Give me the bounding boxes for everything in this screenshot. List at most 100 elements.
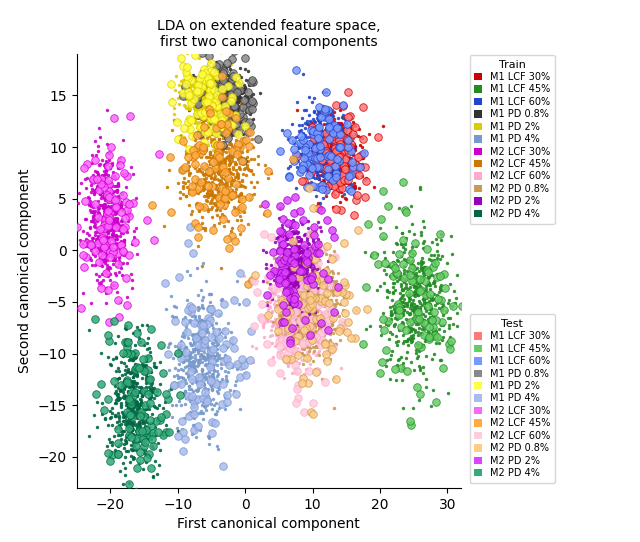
Point: [323, 128, 333, 137]
Point: [404, 317, 414, 326]
Point: [328, 343, 338, 351]
Point: [112, 261, 122, 270]
Point: [397, 178, 408, 186]
Point: [200, 98, 210, 106]
Point: [111, 270, 121, 279]
Point: [100, 254, 111, 263]
Point: [423, 314, 433, 323]
Point: [111, 424, 121, 433]
Point: [275, 324, 285, 332]
Point: [335, 151, 345, 159]
Point: [189, 175, 200, 183]
Point: [288, 275, 298, 283]
Point: [168, 116, 179, 125]
Point: [319, 309, 330, 318]
Point: [291, 322, 301, 331]
Point: [106, 448, 116, 457]
Point: [273, 326, 283, 335]
Point: [289, 282, 299, 291]
Point: [269, 287, 279, 296]
Point: [205, 106, 215, 115]
Point: [110, 218, 120, 227]
Point: [294, 159, 305, 168]
Point: [198, 92, 209, 100]
Point: [336, 135, 346, 144]
Point: [285, 298, 296, 307]
Point: [313, 138, 323, 146]
Point: [92, 176, 102, 185]
Point: [207, 75, 217, 83]
Point: [195, 109, 205, 118]
Point: [220, 101, 230, 110]
Point: [199, 380, 209, 389]
Point: [338, 111, 348, 119]
Point: [277, 241, 287, 249]
Point: [316, 126, 326, 135]
Point: [372, 249, 383, 258]
Point: [248, 95, 258, 104]
Point: [301, 154, 312, 163]
Point: [292, 268, 303, 277]
Point: [108, 523, 118, 532]
Point: [129, 386, 140, 395]
Point: [289, 341, 299, 350]
Point: [312, 131, 322, 140]
Point: [296, 218, 306, 227]
Point: [114, 412, 124, 421]
Point: [300, 321, 310, 330]
Point: [308, 294, 318, 303]
Point: [304, 245, 314, 254]
Point: [196, 87, 206, 96]
Point: [137, 392, 147, 401]
Point: [89, 221, 99, 230]
Point: [296, 295, 307, 304]
Point: [212, 350, 223, 359]
Point: [139, 412, 149, 421]
Point: [314, 157, 324, 165]
Point: [290, 301, 300, 309]
Point: [323, 160, 333, 169]
Point: [226, 178, 236, 187]
Point: [92, 185, 102, 194]
Point: [344, 143, 354, 152]
Point: [117, 204, 127, 213]
Point: [284, 229, 294, 238]
Point: [381, 269, 392, 278]
Point: [275, 349, 285, 358]
Point: [328, 188, 339, 197]
Point: [125, 347, 135, 356]
Point: [206, 80, 216, 88]
Point: [408, 331, 418, 340]
Point: [204, 91, 214, 100]
Point: [344, 147, 354, 156]
Point: [274, 317, 284, 325]
Point: [320, 290, 330, 299]
Point: [107, 230, 117, 238]
Point: [311, 145, 321, 153]
Point: [229, 87, 239, 95]
Point: [283, 240, 293, 248]
Point: [319, 108, 330, 117]
Point: [228, 105, 239, 114]
Point: [184, 169, 194, 177]
Point: [323, 326, 333, 334]
Point: [120, 436, 131, 445]
Point: [214, 91, 225, 99]
Point: [339, 102, 349, 111]
Point: [220, 132, 230, 141]
Point: [180, 343, 191, 351]
Point: [298, 269, 308, 278]
Point: [296, 311, 307, 320]
Point: [113, 225, 123, 234]
Point: [402, 301, 412, 310]
Point: [129, 395, 139, 404]
Point: [317, 286, 327, 295]
Point: [320, 144, 330, 152]
Point: [239, 104, 250, 112]
Point: [306, 329, 316, 338]
Point: [443, 389, 453, 398]
Point: [193, 165, 204, 173]
Point: [220, 405, 230, 414]
Point: [335, 142, 345, 151]
Point: [181, 72, 191, 80]
